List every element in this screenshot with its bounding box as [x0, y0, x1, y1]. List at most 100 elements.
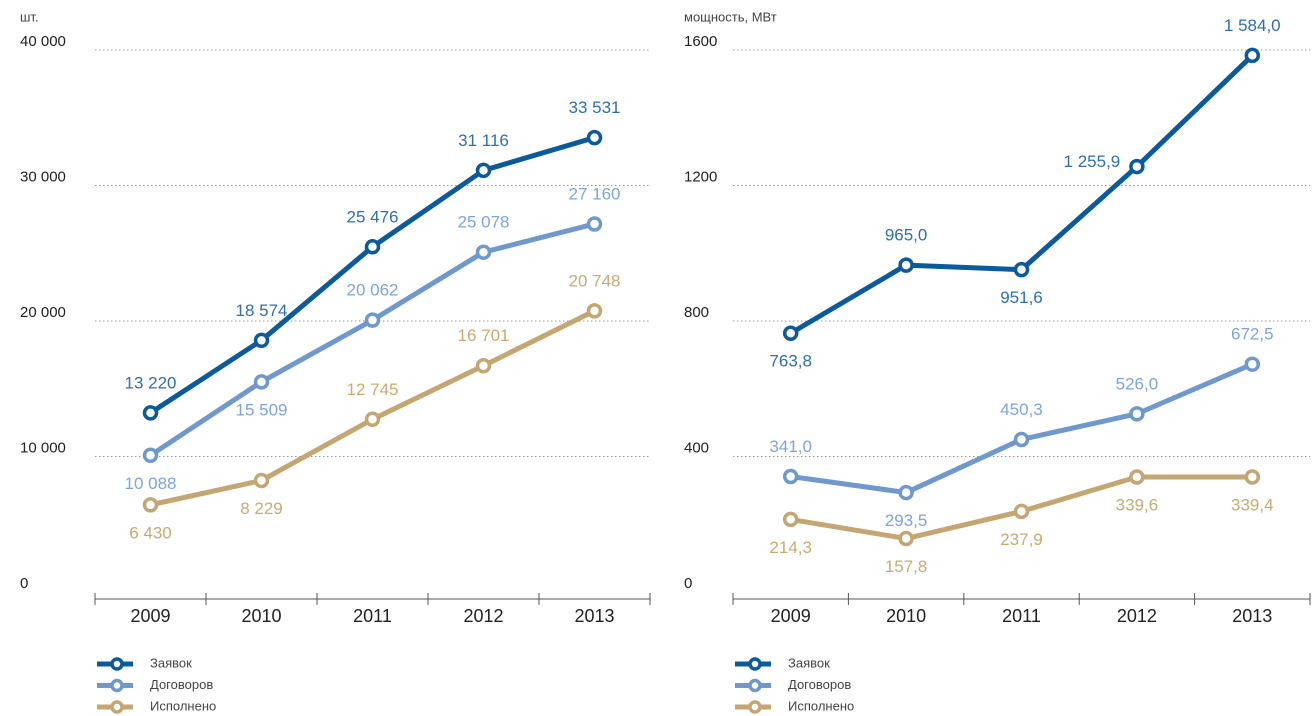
value-label: 10 088 — [125, 474, 177, 493]
y-tick-label: 400 — [684, 439, 709, 456]
legend-label: Договоров — [788, 677, 851, 692]
legend-marker — [110, 678, 124, 693]
legend-marker — [748, 700, 762, 714]
value-label: 1 584,0 — [1224, 16, 1281, 35]
data-point — [364, 239, 381, 255]
data-point — [782, 511, 799, 528]
data-point — [1013, 503, 1030, 520]
value-label: 15 509 — [236, 400, 288, 419]
value-label: 341,0 — [769, 437, 812, 456]
y-tick-label: 10 000 — [20, 439, 66, 456]
value-label: 27 160 — [569, 184, 621, 203]
value-label: 25 476 — [347, 207, 399, 226]
value-label: 13 220 — [125, 373, 177, 392]
value-label: 20 748 — [569, 271, 621, 290]
y-tick-label: 30 000 — [20, 168, 66, 185]
data-point — [475, 162, 492, 179]
value-label: 12 745 — [347, 380, 399, 399]
data-point — [1244, 469, 1261, 485]
data-point — [475, 357, 492, 374]
y-tick-label: 40 000 — [20, 33, 66, 50]
value-label: 672,5 — [1231, 325, 1274, 344]
data-point — [782, 468, 799, 485]
x-tick-label: 2010 — [886, 606, 926, 626]
value-label: 157,8 — [885, 557, 928, 576]
axis-unit: мощность, МВт — [684, 9, 777, 24]
x-tick-label: 2012 — [1117, 606, 1157, 626]
value-label: 16 701 — [458, 326, 510, 345]
data-point — [142, 497, 159, 513]
value-label: 763,8 — [769, 352, 812, 371]
data-point — [898, 257, 914, 273]
data-point — [782, 325, 799, 342]
series-line — [149, 135, 596, 415]
line-chart: шт. 0 10 000 20 000 30 000 40 000 2009 2010 2011… — [20, 9, 651, 714]
legend-marker — [748, 678, 762, 693]
data-point — [475, 244, 492, 260]
data-point — [253, 472, 270, 489]
value-label: 20 062 — [347, 281, 399, 300]
line-chart: мощность, МВт 0 400 800 1200 1600 2009 2010 2011… — [684, 9, 1311, 714]
value-label: 965,0 — [885, 226, 928, 245]
x-tick-label: 2009 — [771, 606, 811, 626]
data-point — [1244, 356, 1261, 372]
data-point — [898, 530, 914, 547]
data-point — [1129, 406, 1145, 422]
y-tick-label: 0 — [684, 575, 692, 592]
legend-label: Заявок — [150, 655, 192, 670]
y-tick-label: 1600 — [684, 33, 717, 50]
x-tick-label: 2011 — [1002, 606, 1041, 626]
data-point — [1129, 158, 1145, 175]
data-point — [898, 484, 914, 501]
data-point — [253, 332, 270, 349]
data-point — [1013, 261, 1030, 278]
value-label: 293,5 — [885, 511, 928, 530]
value-label: 8 229 — [240, 499, 283, 518]
value-label: 450,3 — [1000, 400, 1043, 419]
data-point — [586, 129, 603, 146]
value-label: 25 078 — [458, 213, 510, 232]
legend-label: Заявок — [788, 655, 830, 670]
y-tick-label: 1200 — [684, 168, 717, 185]
legend-label: Исполнено — [788, 698, 854, 713]
value-label: 31 116 — [458, 131, 509, 150]
legend-label: Договоров — [150, 677, 213, 692]
legend-marker — [110, 657, 124, 671]
x-tick-label: 2012 — [463, 606, 503, 626]
value-label: 339,6 — [1116, 495, 1159, 514]
legend-marker — [748, 657, 762, 671]
y-tick-label: 0 — [20, 575, 28, 592]
value-label: 6 430 — [129, 523, 172, 542]
data-point — [586, 303, 603, 319]
series-line — [790, 361, 1254, 496]
data-point — [253, 374, 270, 390]
value-label: 339,4 — [1231, 496, 1274, 515]
x-tick-label: 2009 — [130, 606, 170, 626]
y-tick-label: 800 — [684, 304, 709, 321]
value-label: 526,0 — [1116, 374, 1159, 393]
value-label: 33 531 — [569, 98, 621, 117]
value-label: 1 255,9 — [1064, 152, 1121, 171]
data-point — [1013, 431, 1030, 448]
data-point — [364, 411, 381, 428]
data-point — [1244, 47, 1261, 64]
value-label: 237,9 — [1000, 530, 1043, 549]
x-tick-label: 2013 — [1232, 606, 1272, 626]
series-line — [149, 308, 596, 508]
x-tick-label: 2013 — [574, 606, 614, 626]
legend-label: Исполнено — [150, 698, 216, 713]
x-tick-label: 2010 — [241, 606, 281, 626]
data-point — [586, 216, 603, 232]
x-tick-label: 2011 — [353, 606, 392, 626]
axis-unit: шт. — [20, 9, 39, 24]
value-label: 18 574 — [236, 301, 288, 320]
data-point — [1129, 469, 1145, 485]
data-point — [364, 312, 381, 328]
data-point — [142, 405, 159, 421]
value-label: 214,3 — [769, 538, 812, 557]
legend-marker — [110, 700, 124, 714]
data-point — [142, 447, 159, 464]
y-tick-label: 20 000 — [20, 304, 66, 321]
value-label: 951,6 — [1000, 288, 1043, 307]
